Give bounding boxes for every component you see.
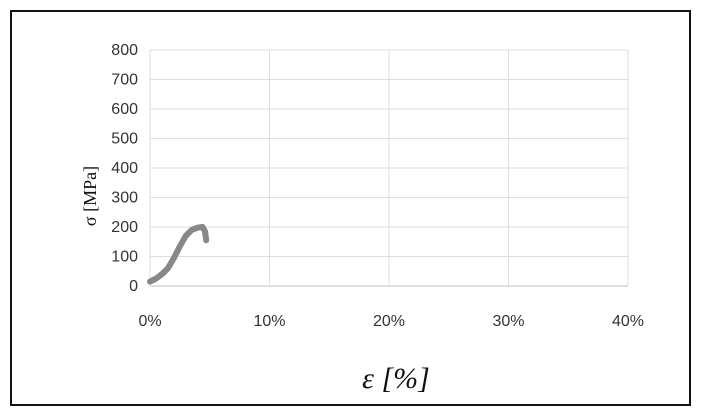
x-tick-label: 30% (492, 313, 524, 330)
grid-layer (149, 49, 629, 287)
series-layer (147, 224, 210, 285)
x-tick-label: 20% (373, 313, 405, 330)
series-line (147, 224, 210, 285)
y-tick-label: 700 (111, 72, 138, 89)
y-tick-label: 200 (111, 219, 138, 236)
y-tick-label: 500 (111, 131, 138, 148)
y-tick-label: 800 (111, 42, 138, 59)
x-tick-label: 10% (253, 313, 285, 330)
y-axis-label: σ [MPa] (80, 166, 100, 226)
y-tick-label: 600 (111, 101, 138, 118)
y-tick-label: 0 (129, 278, 138, 295)
x-axis-label: ε [%] (362, 362, 430, 395)
y-tick-label: 300 (111, 190, 138, 207)
tick-labels: 0 100 200 300 400 500 600 700 800 0% 10% 20% 30% 40% (111, 42, 644, 330)
x-tick-label: 0% (138, 313, 161, 330)
chart-frame (10, 10, 691, 406)
y-tick-label: 100 (111, 249, 138, 266)
y-tick-label: 400 (111, 160, 138, 177)
x-tick-label: 40% (612, 313, 644, 330)
